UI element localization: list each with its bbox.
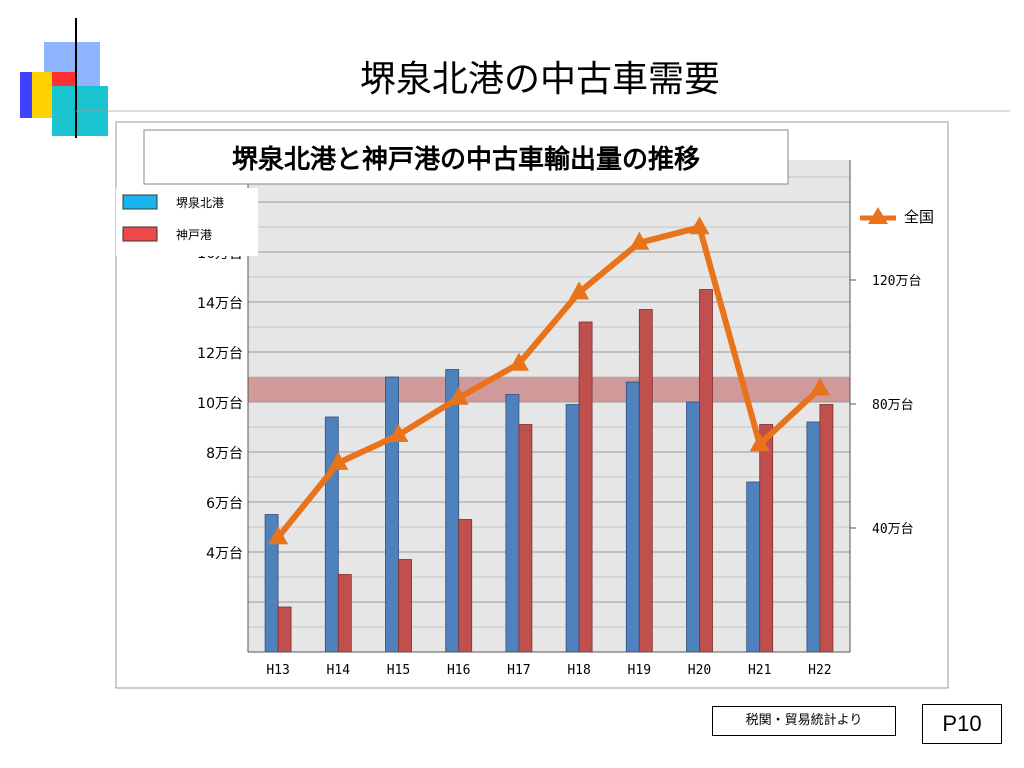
bar-kobe xyxy=(699,289,713,653)
legend-swatch-kobe xyxy=(122,226,158,242)
bar-kobe xyxy=(277,606,292,653)
x-tick-label: H17 xyxy=(507,663,530,678)
x-tick-label: H21 xyxy=(748,663,771,678)
x-axis-ticks: H13 H14 H15 H16 H17 H18 H19 H20 H21 H22 xyxy=(266,663,831,678)
left-tick-label: 8万台 xyxy=(206,446,243,462)
x-tick-label: H18 xyxy=(567,663,590,678)
chart-title: 堺泉北港と神戸港の中古車輸出量の推移 xyxy=(232,144,700,175)
x-tick-label: H16 xyxy=(447,663,470,678)
bar-sakai xyxy=(385,376,399,653)
x-tick-label: H19 xyxy=(628,663,651,678)
left-tick-label: 4万台 xyxy=(206,546,243,562)
left-tick-label: 10万台 xyxy=(197,396,243,412)
left-tick-label: 14万台 xyxy=(197,296,243,312)
x-tick-label: H14 xyxy=(327,663,351,678)
bar-kobe xyxy=(518,424,533,653)
marker-national xyxy=(268,526,289,545)
legend-swatch-sakai xyxy=(122,194,158,210)
bar-sakai xyxy=(746,481,761,653)
bar-sakai xyxy=(686,401,700,653)
left-tick-label: 12万台 xyxy=(197,346,243,362)
marker-national xyxy=(749,433,770,452)
marker-national xyxy=(328,451,349,470)
slide-title: 堺泉北港の中古車需要 xyxy=(359,59,720,100)
bar-kobe xyxy=(458,519,473,653)
marker-national xyxy=(809,377,830,396)
bar-sakai xyxy=(565,404,580,653)
x-tick-label: H13 xyxy=(266,663,289,678)
legend-right: 全国 xyxy=(860,207,934,226)
highlight-band xyxy=(248,377,850,402)
legend-label-sakai: 堺泉北港 xyxy=(176,196,224,210)
slide-decoration xyxy=(20,18,128,138)
bar-sakai xyxy=(324,416,339,653)
bar-sakai xyxy=(625,381,640,653)
bar-sakai xyxy=(505,394,520,653)
right-tick-label: 120万台 xyxy=(872,274,921,289)
bar-sakai xyxy=(445,369,460,653)
bar-kobe xyxy=(638,309,653,653)
marker-national xyxy=(448,386,469,405)
bar-kobe xyxy=(819,404,834,653)
line-national xyxy=(275,224,822,540)
right-tick-label: 80万台 xyxy=(872,398,914,413)
marker-national xyxy=(508,352,529,371)
legend-marker-national xyxy=(868,207,888,224)
chart-title-box xyxy=(143,129,789,185)
marker-national xyxy=(689,216,710,235)
bar-kobe xyxy=(759,424,774,653)
right-tick-label: 40万台 xyxy=(872,522,914,537)
bar-kobe xyxy=(578,321,593,653)
x-tick-label: H15 xyxy=(387,663,410,678)
bar-kobe xyxy=(398,559,412,653)
deco-square-rainbow-2 xyxy=(32,72,52,118)
bar-kobe xyxy=(337,574,352,653)
marker-national xyxy=(629,231,650,250)
national-line xyxy=(268,216,830,545)
x-tick-label: H20 xyxy=(688,663,711,678)
x-tick-label: H22 xyxy=(808,663,831,678)
marker-national xyxy=(569,281,590,300)
page-number: P10 xyxy=(922,704,1002,744)
source-note: 税関・貿易統計より xyxy=(712,706,896,736)
bar-sakai xyxy=(806,421,821,653)
marker-national xyxy=(388,424,409,442)
deco-square-rainbow-3 xyxy=(20,72,32,118)
legend-label-kobe: 神戸港 xyxy=(176,228,212,242)
left-tick-label: 6万台 xyxy=(206,496,243,512)
legend-label-national: 全国 xyxy=(904,208,934,226)
right-axis-ticks: 40万台 80万台 120万台 xyxy=(850,274,921,537)
